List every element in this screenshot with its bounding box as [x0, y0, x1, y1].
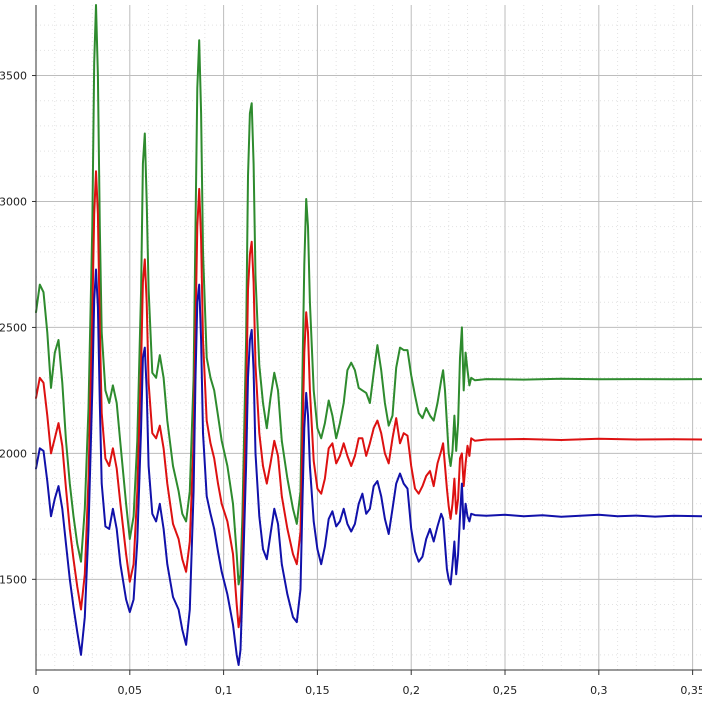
series-layer: [35, 4, 702, 666]
x-tick-label: 0,3: [590, 684, 608, 697]
y-tick-label: 1500: [0, 573, 27, 586]
x-tick-label: 0: [33, 684, 40, 697]
x-tick-label: 0,05: [118, 684, 143, 697]
major-gridlines: [36, 5, 702, 670]
axis-ticks: [32, 75, 694, 675]
minor-gridlines: [36, 5, 702, 670]
series-line-2: [35, 170, 702, 629]
y-tick-label: 3500: [0, 70, 27, 83]
x-tick-labels: 0 0,05 0,1 0,15 0,2 0,25 0,3 0,35: [33, 684, 702, 697]
y-tick-label: 2500: [0, 321, 27, 334]
series-line-3: [35, 268, 702, 666]
x-tick-label: 0,2: [402, 684, 420, 697]
x-tick-label: 0,1: [215, 684, 233, 697]
y-tick-label: 3000: [0, 195, 27, 208]
y-tick-label: 2000: [0, 447, 27, 460]
series-line-1: [35, 4, 702, 586]
x-tick-label: 0,15: [305, 684, 330, 697]
x-tick-label: 0,35: [680, 684, 702, 697]
y-tick-labels: 1500 2000 2500 3000 3500: [0, 70, 27, 587]
x-tick-label: 0,25: [493, 684, 518, 697]
